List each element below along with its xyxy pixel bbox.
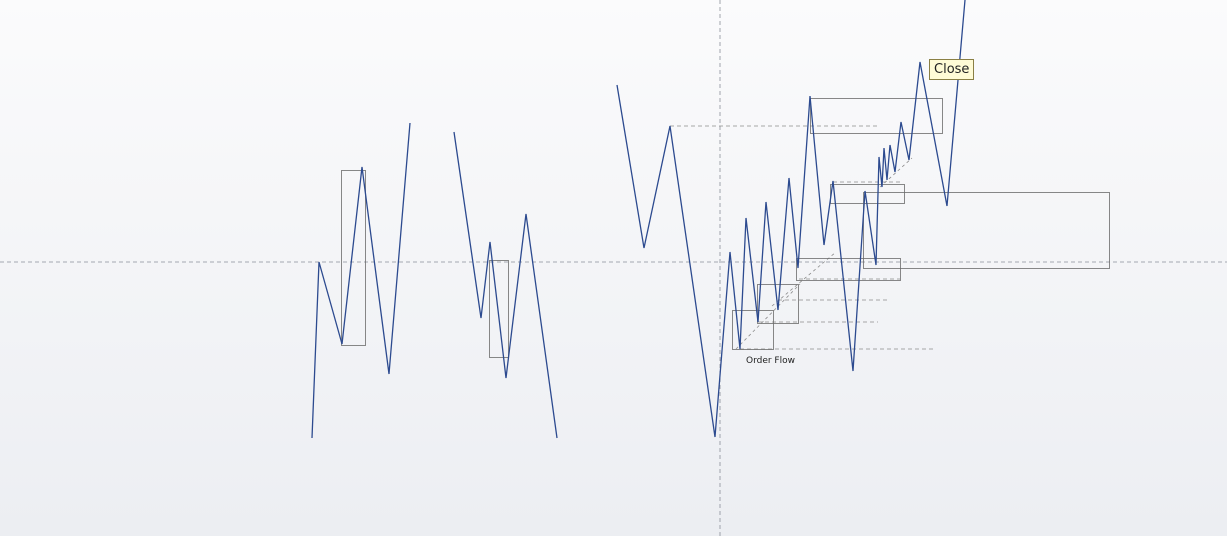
zone-box bbox=[757, 284, 799, 324]
zone-box bbox=[796, 258, 901, 281]
level-lines bbox=[670, 125, 935, 350]
zone-box bbox=[489, 260, 509, 358]
zone-box bbox=[830, 184, 905, 204]
order-flow-label: Order Flow bbox=[746, 356, 795, 366]
trend-line bbox=[879, 157, 913, 188]
zone-boxes bbox=[341, 98, 1110, 358]
zone-box bbox=[810, 98, 943, 134]
trend-line bbox=[735, 283, 801, 350]
zone-box bbox=[341, 170, 366, 346]
zone-box bbox=[732, 310, 774, 350]
zone-box bbox=[863, 192, 1110, 269]
close-tooltip: Close bbox=[929, 59, 975, 80]
price-series bbox=[311, 0, 966, 439]
price-line-segment bbox=[616, 0, 966, 438]
price-line-segment bbox=[311, 122, 411, 439]
trend-line bbox=[771, 251, 837, 307]
price-line-segment bbox=[453, 131, 558, 439]
